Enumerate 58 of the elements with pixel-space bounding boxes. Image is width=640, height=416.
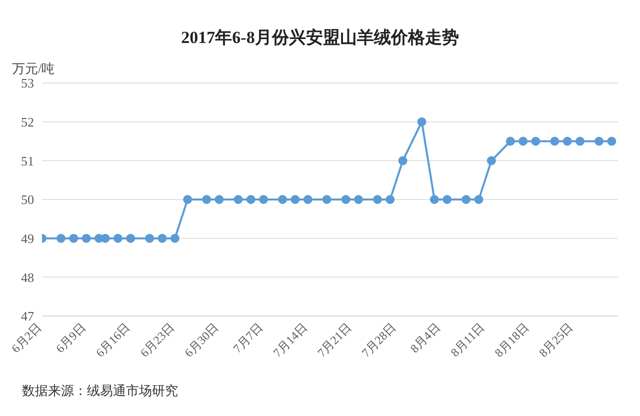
x-tick-label: 6月30日	[182, 320, 222, 360]
point	[594, 136, 604, 146]
point	[234, 195, 243, 204]
point	[506, 136, 515, 146]
point	[278, 195, 288, 204]
point	[372, 195, 382, 204]
point	[56, 234, 66, 243]
point	[259, 195, 268, 204]
point	[562, 136, 572, 146]
x-tick-label: 6月9日	[53, 320, 88, 356]
point	[386, 195, 395, 204]
x-tick-label: 8月18日	[492, 320, 532, 360]
y-tick-label: 53	[21, 76, 34, 91]
point	[341, 195, 350, 204]
chart-title: 2017年6-8月份兴安盟山羊绒价格走势	[180, 27, 460, 49]
point	[158, 234, 167, 243]
point	[246, 195, 256, 204]
point	[113, 234, 122, 243]
point	[214, 195, 224, 204]
point	[607, 136, 616, 146]
x-tick-label: 7月7日	[230, 320, 266, 356]
point	[202, 195, 212, 204]
point	[442, 195, 452, 204]
point	[430, 195, 439, 204]
point	[474, 195, 484, 204]
y-axis-title: 万元/吨	[12, 60, 55, 78]
y-tick-label: 48	[21, 270, 34, 285]
point	[576, 136, 585, 146]
x-tick-label: 7月28日	[358, 320, 399, 360]
y-tick-label: 50	[21, 192, 34, 208]
point	[417, 117, 426, 126]
point	[398, 156, 408, 166]
point	[322, 195, 332, 204]
point	[82, 234, 91, 243]
point	[303, 195, 312, 204]
point	[126, 234, 136, 243]
point	[290, 195, 300, 204]
x-tick-label: 7月14日	[270, 320, 310, 360]
y-tick-label: 52	[21, 114, 34, 130]
point	[550, 136, 560, 146]
point	[531, 136, 540, 146]
x-tick-label: 8月11日	[448, 320, 488, 360]
point	[183, 195, 192, 204]
point	[486, 156, 496, 166]
point	[69, 234, 78, 243]
x-tick-label: 6月16日	[93, 320, 133, 360]
point	[145, 234, 154, 243]
point	[354, 195, 363, 204]
x-tick-label: 6月23日	[137, 320, 178, 360]
y-tick-label: 51	[21, 153, 34, 168]
y-tick-label: 49	[21, 230, 34, 246]
x-tick-label: 8月25日	[536, 320, 576, 360]
x-tick-label: 8月4日	[408, 320, 443, 356]
point	[518, 136, 528, 146]
x-tick-label: 7月21日	[314, 320, 354, 360]
point	[462, 195, 471, 204]
point	[170, 234, 180, 243]
source-note: 数据来源：绒易通市场研究	[22, 382, 178, 400]
